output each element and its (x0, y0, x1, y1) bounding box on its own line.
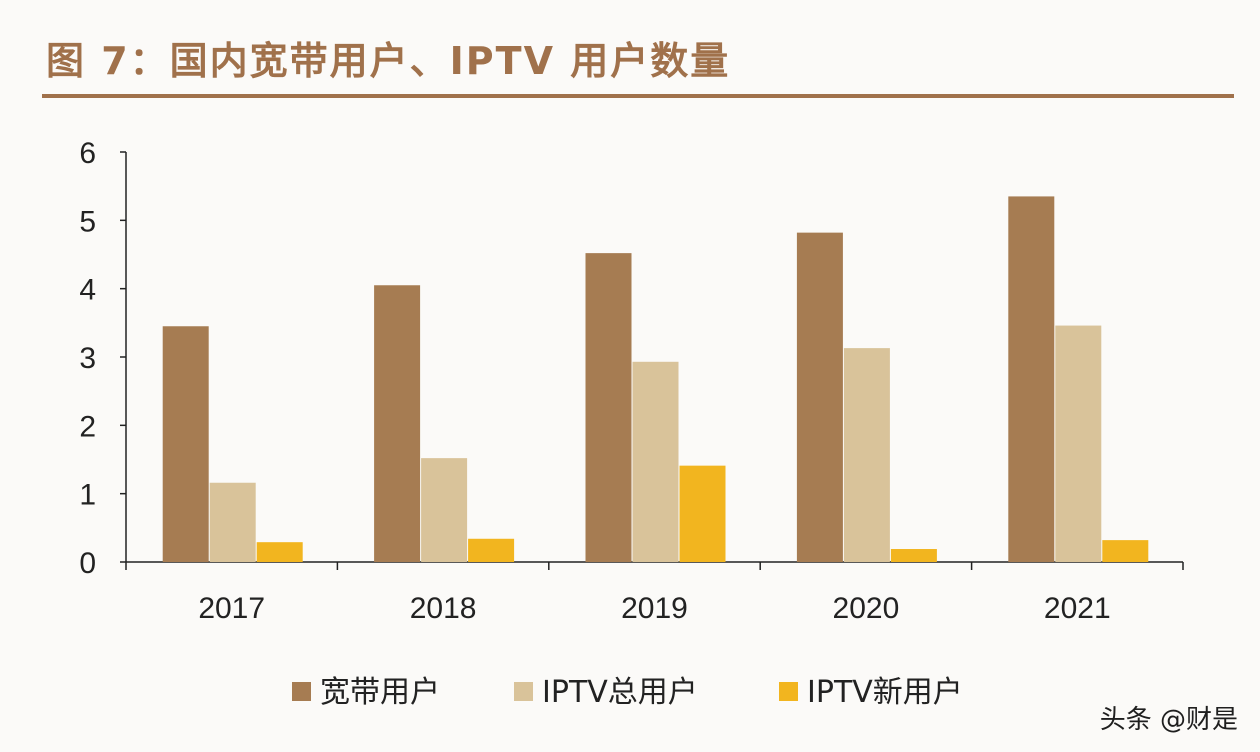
y-tick-label: 3 (79, 342, 96, 375)
chart-title: 图 7：国内宽带用户、IPTV 用户数量 (46, 39, 731, 83)
y-tick-label: 0 (79, 547, 96, 580)
bar-2019-series-2 (632, 361, 679, 562)
bar-2020-series-3 (890, 549, 937, 562)
legend-swatch-1 (292, 682, 311, 701)
y-tick-label: 4 (79, 274, 96, 307)
legend-label-2: IPTV总用户 (542, 675, 698, 710)
x-tick-label: 2017 (198, 592, 265, 625)
legend-swatch-3 (779, 682, 798, 701)
bar-2017-series-3 (256, 542, 303, 562)
bar-2018-series-1 (374, 285, 421, 562)
bar-2018-series-3 (468, 538, 515, 562)
legend-label-3: IPTV新用户 (807, 675, 963, 710)
bar-2017-series-1 (162, 326, 209, 562)
bar-2018-series-2 (421, 458, 468, 562)
bar-2021-series-1 (1008, 196, 1055, 562)
x-tick-label: 2020 (833, 592, 900, 625)
bar-2019-series-3 (679, 465, 726, 562)
x-tick-label: 2019 (621, 592, 688, 625)
y-tick-label: 2 (79, 410, 96, 443)
bar-2017-series-2 (209, 482, 256, 562)
bar-2019-series-1 (585, 253, 632, 562)
y-tick-label: 5 (79, 205, 96, 238)
x-tick-label: 2018 (410, 592, 477, 625)
watermark: 头条 @财是 (1099, 705, 1238, 735)
bar-2020-series-2 (843, 348, 890, 562)
bar-2021-series-2 (1055, 325, 1102, 562)
bar-2020-series-1 (796, 232, 843, 562)
x-tick-label: 2021 (1044, 592, 1111, 625)
legend-swatch-2 (514, 682, 533, 701)
y-tick-label: 6 (79, 137, 96, 170)
title-divider (42, 94, 1234, 98)
legend-label-1: 宽带用户 (320, 675, 440, 710)
y-tick-label: 1 (79, 479, 96, 512)
bar-2021-series-3 (1102, 540, 1149, 562)
